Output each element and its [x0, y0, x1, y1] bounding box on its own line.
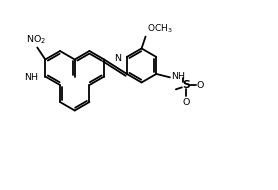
Text: NO$_2$: NO$_2$	[26, 33, 46, 45]
Text: O: O	[197, 81, 204, 90]
Text: NH: NH	[171, 72, 185, 81]
Text: NH: NH	[24, 73, 38, 82]
Text: OCH$_3$: OCH$_3$	[147, 22, 172, 35]
Text: O: O	[182, 98, 190, 107]
Text: S: S	[182, 80, 190, 90]
Text: N: N	[114, 54, 121, 63]
